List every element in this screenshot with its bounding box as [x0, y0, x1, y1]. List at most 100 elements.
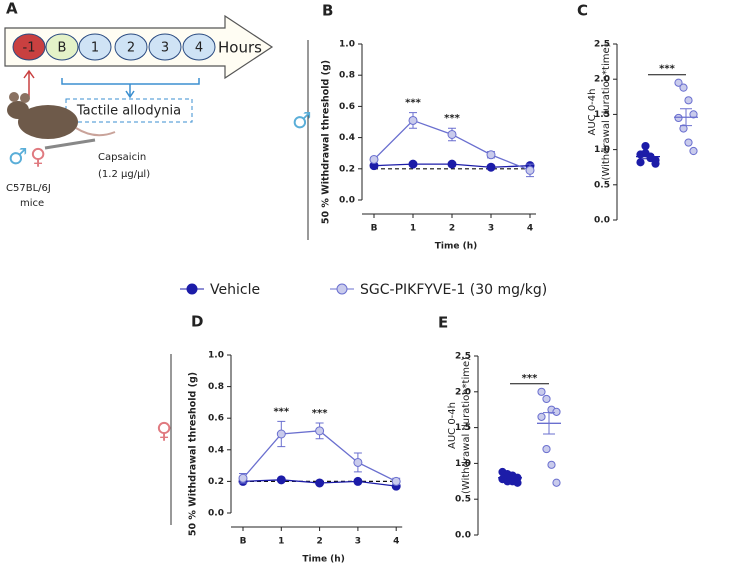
y-tick-label: 1.0	[455, 459, 471, 469]
significance: ***	[273, 406, 289, 417]
y-tick-label: 0.2	[339, 164, 355, 174]
point	[684, 138, 693, 147]
significance: ***	[444, 113, 460, 124]
x-axis-title: Time (h)	[435, 242, 477, 252]
y-tick-label: 1.5	[455, 423, 471, 433]
allodynia-box	[65, 98, 193, 123]
dose-label: (1.2 μg/μl)	[98, 169, 150, 180]
y-tick-label: 2.5	[594, 40, 610, 50]
panel-label: E	[438, 314, 448, 332]
y-tick-label: 0.0	[339, 196, 355, 206]
x-tick-label: 4	[393, 537, 399, 547]
panel-label: D	[191, 313, 203, 331]
time-point-label: B	[58, 41, 67, 56]
point	[408, 115, 418, 125]
sex-symbol: ♂	[292, 109, 312, 134]
x-tick-label: 3	[488, 224, 494, 234]
time-point	[45, 33, 79, 61]
point	[537, 387, 546, 396]
point	[552, 478, 561, 487]
point	[238, 473, 248, 483]
point	[542, 394, 551, 404]
point	[513, 478, 522, 487]
y-tick-label: 1.0	[594, 145, 610, 155]
point	[537, 412, 546, 421]
point	[276, 429, 286, 439]
point	[391, 476, 401, 486]
point	[679, 83, 688, 92]
point	[447, 129, 457, 139]
point	[689, 110, 698, 119]
point	[525, 165, 535, 175]
point	[315, 478, 325, 488]
significance: ***	[405, 98, 421, 109]
y-tick-label: 2.0	[455, 387, 471, 397]
y-tick-label: 0.4	[208, 445, 224, 455]
x-tick-label: 1	[410, 224, 416, 234]
time-point	[78, 33, 112, 61]
y-axis-title: 50 % Withdrawal threshold (g)	[321, 60, 332, 224]
male-symbol: ♂	[8, 145, 28, 170]
mice-label: mice	[20, 198, 44, 209]
time-point-label: -1	[23, 41, 36, 56]
time-point-label: 2	[127, 41, 135, 56]
point	[542, 444, 551, 454]
point	[408, 159, 418, 169]
point	[486, 162, 496, 172]
x-tick-label: 4	[527, 224, 533, 234]
y-axis-title: (Withdrawal duration*time)	[601, 43, 612, 180]
point	[369, 154, 379, 164]
point	[679, 124, 688, 133]
point	[353, 457, 363, 467]
y-tick-label: 0.0	[208, 509, 224, 519]
y-tick-label: 1.0	[339, 40, 355, 50]
panel-label: A	[6, 0, 18, 18]
box-label: Tactile allodynia	[76, 104, 181, 119]
point	[486, 150, 496, 160]
sem-bar	[642, 154, 654, 160]
significance: ***	[522, 373, 538, 384]
y-tick-label: 0.0	[594, 216, 610, 226]
y-tick-label: 2.0	[594, 75, 610, 85]
point	[684, 96, 693, 105]
y-tick-label: 2.5	[455, 352, 471, 362]
legend-label: SGC-PIKFYVE-1 (30 mg/kg)	[360, 282, 547, 298]
bracket	[61, 78, 200, 99]
time-point-label: 3	[161, 41, 169, 56]
point	[547, 460, 556, 469]
y-tick-label: 0.5	[455, 495, 471, 505]
female-symbol: ♀	[30, 145, 46, 170]
y-tick-label: 1.0	[208, 351, 224, 361]
point	[651, 159, 660, 168]
y-tick-label: 0.8	[339, 71, 355, 81]
time-point	[182, 33, 216, 61]
sem-bar	[543, 412, 555, 435]
panel-label: C	[577, 2, 588, 20]
panel-label: B	[322, 2, 333, 20]
x-tick-label: B	[240, 537, 247, 547]
y-axis-title: AUC 0-4h	[447, 402, 458, 449]
y-tick-label: 0.2	[208, 477, 224, 487]
mouse	[7, 92, 116, 150]
significance: ***	[312, 408, 328, 419]
y-axis-title: (Withdrawal duration*time)	[461, 357, 472, 494]
point	[674, 113, 683, 123]
point	[353, 476, 363, 486]
sem-bar	[680, 108, 692, 127]
y-axis-title: 50 % Withdrawal threshold (g)	[188, 372, 199, 536]
y-tick-label: 0.6	[339, 102, 355, 112]
x-tick-label: B	[371, 224, 378, 234]
point	[636, 158, 645, 167]
x-tick-label: 2	[316, 537, 322, 547]
point	[552, 407, 561, 416]
x-axis-title: Time (h)	[302, 555, 344, 565]
y-axis-title: AUC 0-4h	[587, 89, 598, 136]
y-tick-label: 0.6	[208, 414, 224, 424]
x-tick-label: 3	[355, 537, 361, 547]
significance: ***	[659, 64, 675, 75]
time-point-label: 4	[195, 41, 203, 56]
sex-symbol: ♀	[156, 419, 172, 444]
red-arrow	[23, 69, 35, 97]
drug-label: Capsaicin	[98, 152, 146, 163]
